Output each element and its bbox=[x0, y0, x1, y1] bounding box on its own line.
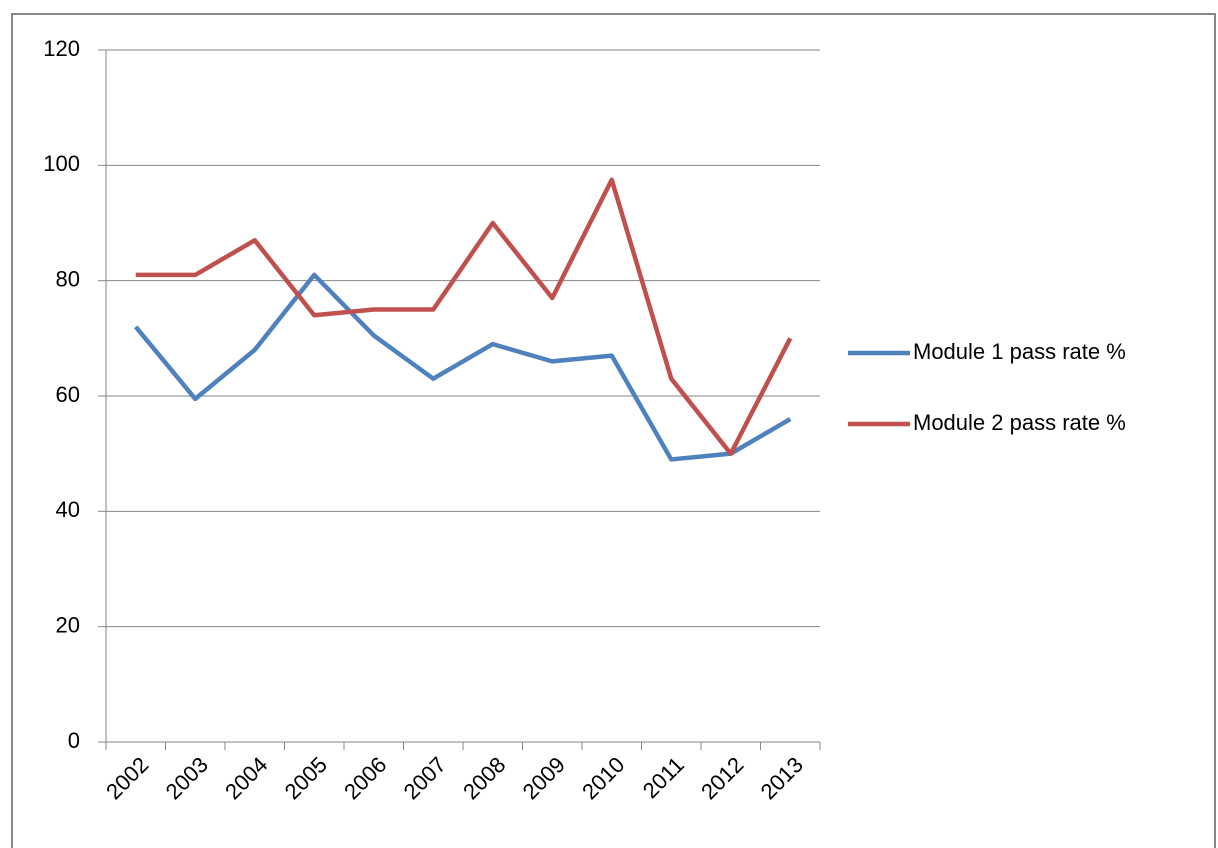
legend-label: Module 2 pass rate % bbox=[913, 410, 1126, 435]
series-line bbox=[134, 272, 792, 462]
y-tick-label: 60 bbox=[56, 382, 80, 407]
y-tick-label: 40 bbox=[56, 497, 80, 522]
series-line bbox=[135, 177, 793, 456]
y-tick-label: 0 bbox=[68, 728, 80, 753]
y-tick-label: 100 bbox=[43, 151, 80, 176]
y-tick-label: 120 bbox=[43, 36, 80, 61]
y-tick-label: 20 bbox=[56, 612, 80, 637]
chart-frame bbox=[11, 13, 1216, 848]
y-tick-label: 80 bbox=[56, 266, 80, 291]
legend-label: Module 1 pass rate % bbox=[913, 339, 1126, 364]
